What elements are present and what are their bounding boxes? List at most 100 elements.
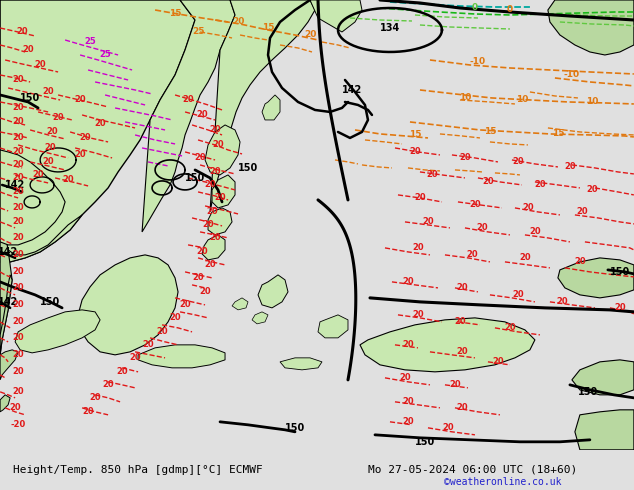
Text: 20: 20 bbox=[519, 253, 531, 263]
Polygon shape bbox=[0, 275, 12, 355]
Text: 15: 15 bbox=[169, 9, 181, 19]
Text: 20: 20 bbox=[512, 157, 524, 167]
Text: 20: 20 bbox=[232, 18, 244, 26]
Text: 20: 20 bbox=[402, 417, 414, 426]
Polygon shape bbox=[252, 312, 268, 324]
Text: Height/Temp. 850 hPa [gdmp][°C] ECMWF: Height/Temp. 850 hPa [gdmp][°C] ECMWF bbox=[13, 465, 262, 475]
Text: 20: 20 bbox=[456, 347, 468, 356]
Text: 20: 20 bbox=[214, 194, 226, 202]
Text: 15: 15 bbox=[262, 24, 275, 32]
Text: 20: 20 bbox=[74, 96, 86, 104]
Text: 20: 20 bbox=[206, 207, 218, 217]
Text: 20: 20 bbox=[426, 171, 437, 179]
Polygon shape bbox=[262, 95, 280, 120]
Polygon shape bbox=[212, 175, 235, 208]
Text: 20: 20 bbox=[116, 368, 128, 376]
Text: 25: 25 bbox=[99, 50, 111, 59]
Text: 20: 20 bbox=[12, 333, 24, 343]
Text: 20: 20 bbox=[12, 368, 24, 376]
Text: 20: 20 bbox=[182, 96, 194, 104]
Text: 20: 20 bbox=[402, 397, 414, 406]
Text: 20: 20 bbox=[179, 300, 191, 309]
Text: 20: 20 bbox=[16, 27, 28, 36]
Polygon shape bbox=[0, 202, 12, 355]
Text: 142: 142 bbox=[0, 297, 18, 307]
Text: 20: 20 bbox=[10, 403, 21, 413]
Polygon shape bbox=[0, 350, 18, 380]
Text: 134: 134 bbox=[380, 23, 400, 33]
Text: 20: 20 bbox=[42, 157, 54, 167]
Text: 20: 20 bbox=[82, 407, 94, 416]
Polygon shape bbox=[0, 395, 10, 412]
Polygon shape bbox=[548, 0, 634, 55]
Text: 142: 142 bbox=[5, 180, 25, 190]
Text: 20: 20 bbox=[12, 133, 24, 143]
Text: 20: 20 bbox=[102, 380, 114, 390]
Text: 142: 142 bbox=[342, 85, 362, 95]
Text: 20: 20 bbox=[209, 233, 221, 243]
Text: 20: 20 bbox=[454, 318, 466, 326]
Text: 20: 20 bbox=[414, 194, 426, 202]
Text: 20: 20 bbox=[212, 141, 224, 149]
Text: 20: 20 bbox=[52, 114, 64, 122]
Text: ©weatheronline.co.uk: ©weatheronline.co.uk bbox=[444, 477, 561, 487]
Text: 20: 20 bbox=[197, 110, 208, 120]
Text: 20: 20 bbox=[556, 297, 567, 306]
Polygon shape bbox=[280, 358, 322, 370]
Text: 20: 20 bbox=[469, 200, 481, 209]
Text: 20: 20 bbox=[89, 393, 101, 402]
Text: 20: 20 bbox=[12, 300, 24, 309]
Text: 150: 150 bbox=[238, 163, 258, 173]
Text: 0: 0 bbox=[507, 5, 513, 15]
Polygon shape bbox=[572, 360, 634, 395]
Text: 10: 10 bbox=[459, 94, 471, 102]
Text: 142: 142 bbox=[0, 247, 18, 257]
Text: 150: 150 bbox=[285, 423, 305, 433]
Text: 20: 20 bbox=[12, 147, 24, 156]
Text: 20: 20 bbox=[456, 403, 468, 413]
Text: 20: 20 bbox=[12, 350, 24, 359]
Text: 20: 20 bbox=[12, 203, 24, 213]
Text: 20: 20 bbox=[459, 153, 471, 163]
Text: 20: 20 bbox=[466, 250, 478, 259]
Text: 20: 20 bbox=[586, 185, 598, 195]
Text: 20: 20 bbox=[412, 244, 424, 252]
Text: 0: 0 bbox=[472, 3, 478, 13]
Text: 25: 25 bbox=[192, 27, 204, 36]
Polygon shape bbox=[15, 310, 100, 353]
Text: 20: 20 bbox=[34, 60, 46, 70]
Text: 20: 20 bbox=[409, 147, 421, 156]
Text: 150: 150 bbox=[578, 387, 598, 397]
Text: 20: 20 bbox=[142, 341, 154, 349]
Text: 20: 20 bbox=[449, 380, 461, 390]
Polygon shape bbox=[208, 208, 232, 235]
Text: 20: 20 bbox=[492, 357, 504, 367]
Text: 20: 20 bbox=[32, 171, 44, 179]
Text: 20: 20 bbox=[402, 341, 414, 349]
Text: 20: 20 bbox=[79, 133, 91, 143]
Text: 20: 20 bbox=[42, 87, 54, 97]
Text: 20: 20 bbox=[22, 46, 34, 54]
Text: -10: -10 bbox=[470, 57, 486, 67]
Text: 20: 20 bbox=[197, 247, 208, 256]
Text: 15: 15 bbox=[409, 130, 421, 140]
Text: 20: 20 bbox=[12, 173, 24, 182]
Text: 15: 15 bbox=[552, 129, 564, 139]
Text: 20: 20 bbox=[12, 283, 24, 293]
Text: 150: 150 bbox=[185, 173, 205, 183]
Text: 25: 25 bbox=[84, 37, 96, 47]
Polygon shape bbox=[202, 235, 225, 260]
Text: 15: 15 bbox=[484, 127, 496, 136]
Text: 20: 20 bbox=[62, 175, 74, 184]
Text: 20: 20 bbox=[476, 223, 488, 232]
Text: 20: 20 bbox=[564, 162, 576, 171]
Text: 20: 20 bbox=[422, 218, 434, 226]
Polygon shape bbox=[232, 298, 248, 310]
Text: 150: 150 bbox=[415, 437, 435, 447]
Text: 20: 20 bbox=[204, 260, 216, 270]
Text: 20: 20 bbox=[12, 250, 24, 259]
Polygon shape bbox=[558, 258, 634, 298]
Polygon shape bbox=[360, 318, 535, 372]
Text: -20: -20 bbox=[11, 420, 26, 429]
Polygon shape bbox=[142, 0, 235, 232]
